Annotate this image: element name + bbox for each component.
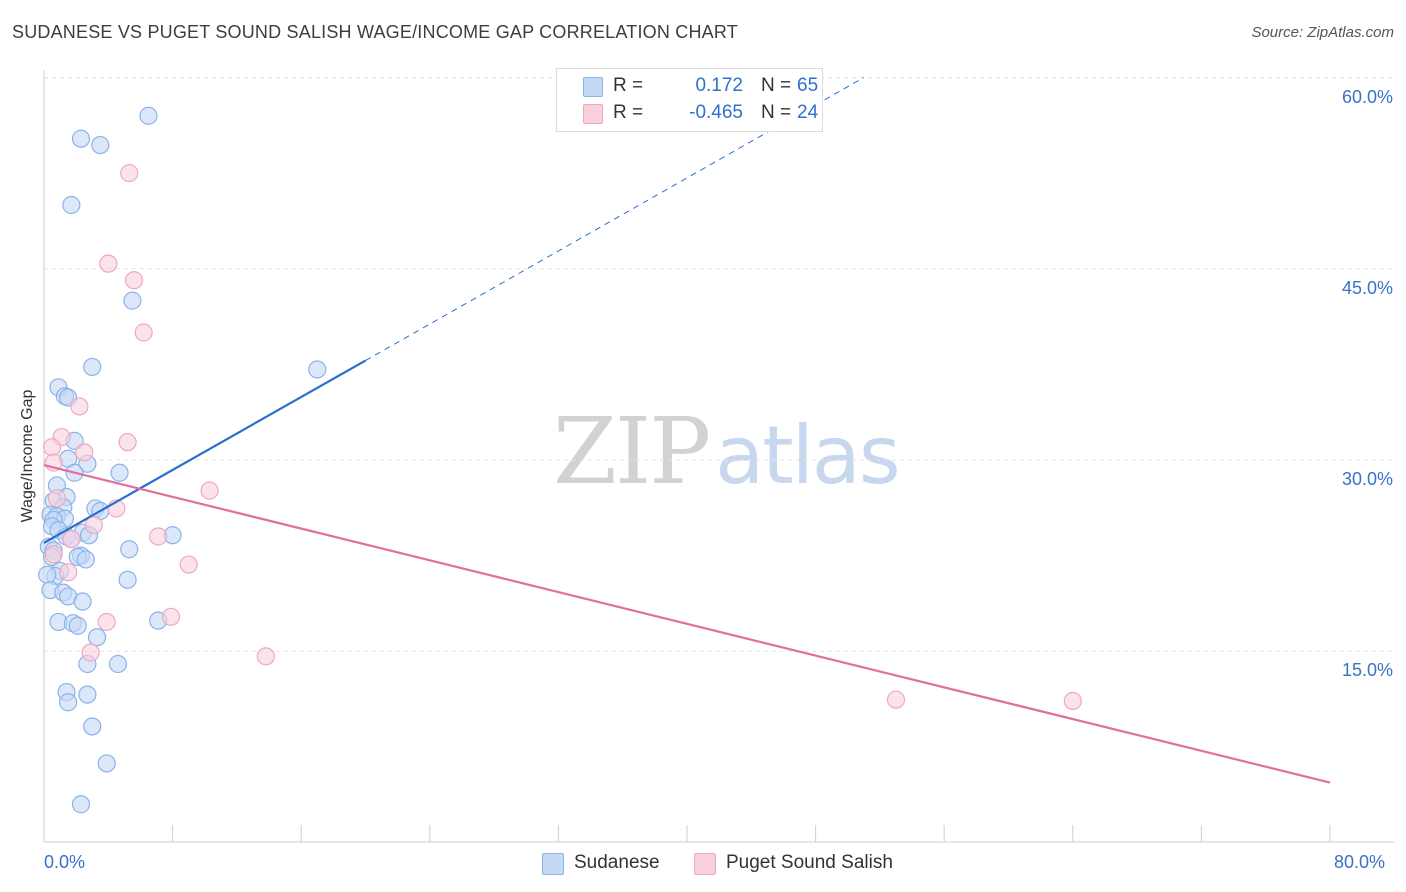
salish-point-21 bbox=[81, 643, 100, 662]
sudanese-point-42 bbox=[118, 570, 137, 589]
salish-legend-swatch bbox=[694, 853, 716, 875]
sudanese-r-value: 0.172 bbox=[695, 75, 743, 96]
y-tick-label-60: 60.0% bbox=[1341, 87, 1393, 107]
sudanese-point-53 bbox=[108, 654, 128, 674]
salish-point-13 bbox=[84, 515, 103, 535]
y-tick-label-15: 15.0% bbox=[1341, 660, 1393, 680]
sudanese-swatch bbox=[583, 77, 603, 97]
salish-point-2 bbox=[124, 271, 144, 290]
sudanese-point-3 bbox=[62, 195, 81, 215]
salish-point-18 bbox=[59, 563, 78, 582]
chart-title: SUDANESE VS PUGET SOUND SALISH WAGE/INCO… bbox=[12, 22, 738, 42]
sudanese-trendline bbox=[43, 359, 367, 544]
x-tick-label-min: 0.0% bbox=[44, 852, 86, 872]
salish-trendline bbox=[43, 464, 1331, 784]
salish-point-23 bbox=[886, 690, 906, 709]
salish-point-1 bbox=[99, 254, 118, 273]
sudanese-point-2 bbox=[91, 135, 110, 155]
salish-point-19 bbox=[161, 607, 181, 626]
sudanese-point-51 bbox=[87, 628, 107, 647]
salish-point-20 bbox=[97, 612, 116, 632]
r-label: R = bbox=[613, 102, 644, 123]
sudanese-point-41 bbox=[38, 565, 57, 584]
sudanese-point-5 bbox=[83, 357, 102, 377]
sudanese-point-58 bbox=[97, 754, 116, 773]
salish-n-value: 24 bbox=[797, 102, 819, 123]
sudanese-legend-swatch bbox=[542, 853, 564, 875]
y-tick-label-45: 45.0% bbox=[1341, 278, 1393, 298]
sudanese-n-value: 65 bbox=[797, 75, 819, 96]
x-tick-label-max: 80.0% bbox=[1334, 852, 1386, 872]
sudanese-point-0 bbox=[139, 106, 158, 125]
salish-point-6 bbox=[42, 438, 62, 457]
source-label: Source: ZipAtlas.com bbox=[1251, 24, 1394, 41]
sudanese-point-4 bbox=[123, 291, 142, 310]
sudanese-point-1 bbox=[71, 129, 91, 148]
salish-point-22 bbox=[256, 647, 275, 666]
sudanese-point-6 bbox=[308, 360, 327, 379]
salish-point-17 bbox=[179, 555, 198, 574]
salish-point-10 bbox=[200, 481, 219, 500]
watermark-atlas: atlas bbox=[715, 409, 900, 502]
r-label: R = bbox=[613, 75, 644, 96]
salish-r-value: -0.465 bbox=[689, 102, 743, 123]
salish-point-16 bbox=[44, 545, 63, 564]
salish-swatch bbox=[583, 104, 603, 124]
sudanese-point-56 bbox=[59, 693, 78, 712]
sudanese-point-59 bbox=[71, 795, 91, 814]
salish-point-0 bbox=[120, 164, 139, 183]
salish-point-24 bbox=[1063, 691, 1082, 711]
salish-point-4 bbox=[70, 397, 89, 416]
n-label: N = bbox=[761, 75, 792, 96]
salish-point-7 bbox=[118, 433, 137, 452]
sudanese-point-46 bbox=[73, 592, 92, 611]
salish-point-15 bbox=[149, 527, 168, 546]
salish-legend-label: Puget Sound Salish bbox=[726, 852, 893, 873]
sudanese-legend-label: Sudanese bbox=[574, 852, 660, 873]
salish-point-14 bbox=[62, 529, 81, 549]
sudanese-point-50 bbox=[68, 616, 87, 635]
sudanese-point-38 bbox=[76, 550, 95, 569]
watermark-zip: ZIP bbox=[553, 398, 711, 505]
sudanese-point-34 bbox=[120, 540, 139, 559]
salish-point-3 bbox=[134, 323, 153, 342]
sudanese-point-57 bbox=[83, 717, 102, 736]
y-tick-label-30: 30.0% bbox=[1341, 469, 1393, 489]
salish-point-8 bbox=[75, 443, 94, 462]
salish-point-11 bbox=[47, 489, 66, 508]
n-label: N = bbox=[761, 102, 792, 123]
correlation-legend: R = 0.172 N = 65 R = -0.465 N = 24 bbox=[556, 68, 823, 132]
sudanese-point-13 bbox=[110, 463, 129, 482]
watermark: ZIPatlas bbox=[553, 398, 901, 505]
sudanese-point-55 bbox=[78, 685, 97, 704]
